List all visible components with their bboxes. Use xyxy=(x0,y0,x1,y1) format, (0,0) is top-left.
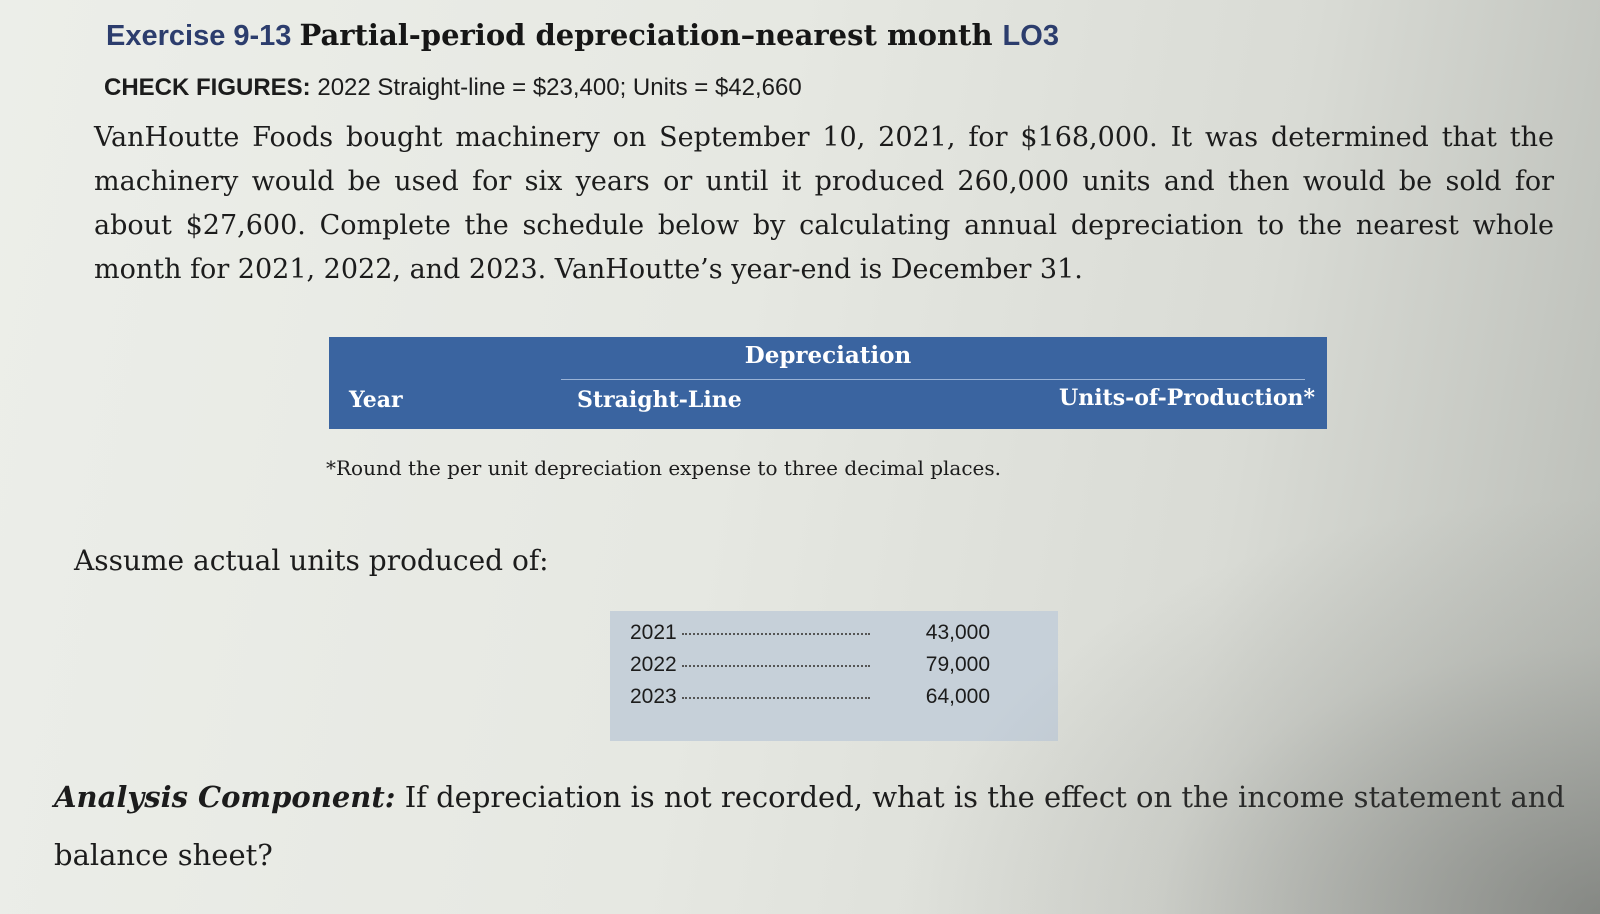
leader-dots xyxy=(682,665,870,667)
units-year: 2023 xyxy=(630,685,677,708)
depreciation-group-header: Depreciation xyxy=(744,342,912,369)
analysis-component: Analysis Component: If depreciation is n… xyxy=(54,768,1574,884)
depreciation-table-header: Depreciation Year Straight-Line Units-of… xyxy=(329,337,1327,429)
assume-label: Assume actual units produced of: xyxy=(74,544,549,577)
exercise-heading: Exercise 9-13 Partial-period depreciation… xyxy=(106,18,1059,53)
check-figures-text: 2022 Straight-line = $23,400; Units = $4… xyxy=(317,74,802,101)
units-row: 2023 64,000 xyxy=(630,685,990,717)
units-value: 43,000 xyxy=(925,621,990,644)
rounding-footnote: *Round the per unit depreciation expense… xyxy=(326,456,1002,480)
analysis-question: If depreciation is not recorded, what is… xyxy=(54,780,1565,872)
check-figures-label: CHECK FIGURES: xyxy=(104,74,311,101)
learning-objective: LO3 xyxy=(1002,20,1059,52)
leader-dots xyxy=(682,633,870,635)
exercise-title: Partial-period depreciation–nearest mont… xyxy=(299,18,993,52)
units-year: 2021 xyxy=(630,621,677,644)
column-units-of-production: Units-of-Production* xyxy=(1059,385,1315,411)
check-figures: CHECK FIGURES: 2022 Straight-line = $23,… xyxy=(104,74,802,102)
analysis-label: Analysis Component: xyxy=(54,780,396,814)
units-year: 2022 xyxy=(630,653,677,676)
column-straight-line: Straight-Line xyxy=(577,387,742,413)
units-row: 2022 79,000 xyxy=(630,653,990,685)
exercise-number: Exercise 9-13 xyxy=(106,20,292,52)
problem-paragraph: VanHoutte Foods bought machinery on Sept… xyxy=(94,122,1554,285)
units-value: 79,000 xyxy=(925,653,990,676)
units-value: 64,000 xyxy=(925,685,990,708)
units-produced-box: 2021 43,000 2022 79,000 2023 64,000 xyxy=(610,611,1058,741)
column-year: Year xyxy=(349,387,403,413)
header-divider xyxy=(561,379,1305,380)
leader-dots xyxy=(682,697,870,699)
units-row: 2021 43,000 xyxy=(630,621,990,653)
